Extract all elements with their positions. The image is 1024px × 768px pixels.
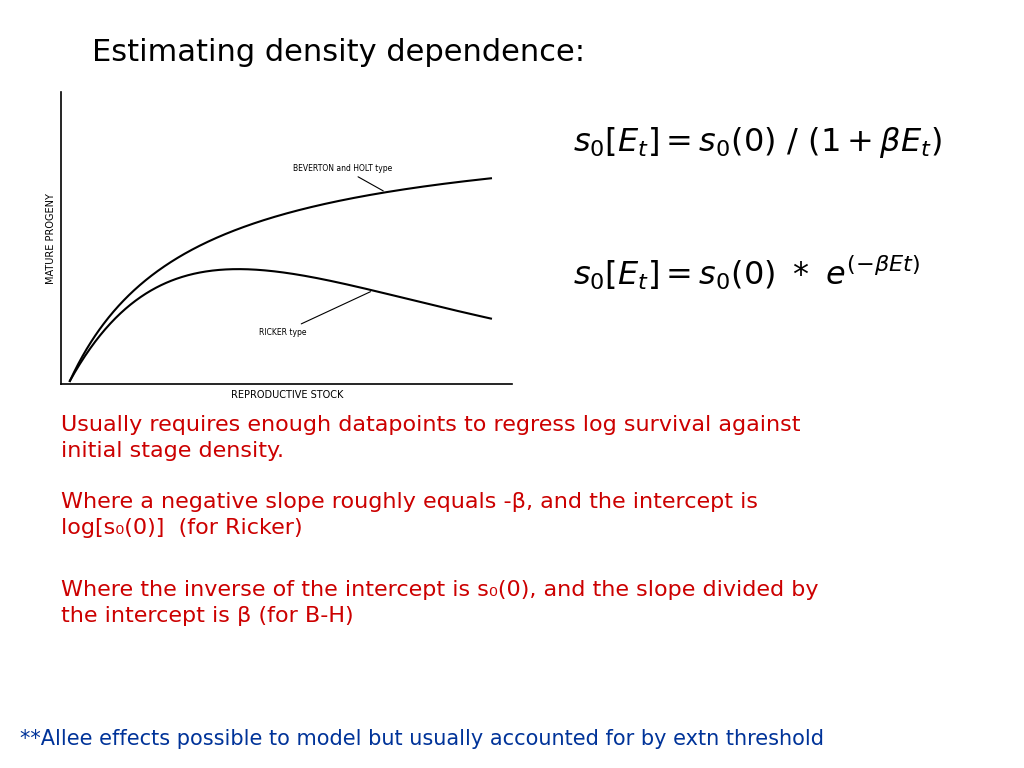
Text: RICKER type: RICKER type xyxy=(259,292,371,337)
Text: **Allee effects possible to model but usually accounted for by extn threshold: **Allee effects possible to model but us… xyxy=(20,729,824,749)
Text: BEVERTON and HOLT type: BEVERTON and HOLT type xyxy=(293,164,392,191)
Text: $s_0[E_t] = s_0(0)\ /\ (1+\beta E_t)$: $s_0[E_t] = s_0(0)\ /\ (1+\beta E_t)$ xyxy=(573,124,942,160)
Text: Where a negative slope roughly equals -β, and the intercept is
log[s₀(0)]  (for : Where a negative slope roughly equals -β… xyxy=(61,492,759,538)
Text: Usually requires enough datapoints to regress log survival against
initial stage: Usually requires enough datapoints to re… xyxy=(61,415,801,461)
Text: Estimating density dependence:: Estimating density dependence: xyxy=(92,38,585,68)
X-axis label: REPRODUCTIVE STOCK: REPRODUCTIVE STOCK xyxy=(230,389,343,399)
Text: Where the inverse of the intercept is s₀(0), and the slope divided by
the interc: Where the inverse of the intercept is s₀… xyxy=(61,580,819,626)
Text: $s_0[E_t] = s_0(0)\ *\ e^{(-\beta Et)}$: $s_0[E_t] = s_0(0)\ *\ e^{(-\beta Et)}$ xyxy=(573,253,921,292)
Y-axis label: MATURE PROGENY: MATURE PROGENY xyxy=(46,193,56,283)
